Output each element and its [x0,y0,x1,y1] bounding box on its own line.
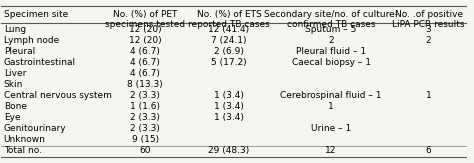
Text: Total no.: Total no. [4,146,42,155]
Text: 12 (20): 12 (20) [129,36,162,45]
Text: Unknown: Unknown [4,135,46,144]
Text: 8 (13.3): 8 (13.3) [128,80,163,89]
Text: 12 (20): 12 (20) [129,25,162,34]
Text: Eye: Eye [4,113,20,122]
Text: 2 (3.3): 2 (3.3) [130,124,160,133]
Text: Cerebrospinal fluid – 1: Cerebrospinal fluid – 1 [280,91,382,100]
Text: 60: 60 [139,146,151,155]
Text: No. .of positive
LiPA PCR results: No. .of positive LiPA PCR results [392,9,465,29]
Text: Central nervous system: Central nervous system [4,91,111,100]
Text: 1 (3.4): 1 (3.4) [214,102,244,111]
Text: Lymph node: Lymph node [4,36,59,45]
Text: Urine – 1: Urine – 1 [311,124,351,133]
Text: 1 (3.4): 1 (3.4) [214,91,244,100]
Text: 3: 3 [426,25,431,34]
Text: Secondary site/no. of culture-
confirmed TB cases: Secondary site/no. of culture- confirmed… [264,9,398,29]
Text: 2 (3.3): 2 (3.3) [130,91,160,100]
Text: Skin: Skin [4,80,23,89]
Text: Pleural: Pleural [4,47,35,56]
Text: Specimen site: Specimen site [4,9,68,19]
Text: 4 (6.7): 4 (6.7) [130,58,160,67]
Text: 12 (41.4): 12 (41.4) [209,25,249,34]
Text: 7 (24.1): 7 (24.1) [211,36,246,45]
Text: 1: 1 [328,102,334,111]
Text: 6: 6 [426,146,431,155]
Text: 9 (15): 9 (15) [132,135,159,144]
Text: 12: 12 [325,146,337,155]
Text: 1 (3.4): 1 (3.4) [214,113,244,122]
Text: 4 (6.7): 4 (6.7) [130,69,160,78]
Text: Lung: Lung [4,25,26,34]
Text: 4 (6.7): 4 (6.7) [130,47,160,56]
Text: 5 (17.2): 5 (17.2) [211,58,247,67]
Text: 2 (6.9): 2 (6.9) [214,47,244,56]
Text: No. (%) of PET
specimens tested: No. (%) of PET specimens tested [105,9,185,29]
Text: 2: 2 [426,36,431,45]
Text: 1: 1 [426,91,431,100]
Text: 1 (1.6): 1 (1.6) [130,102,160,111]
Text: 2: 2 [328,36,334,45]
Text: 2 (3.3): 2 (3.3) [130,113,160,122]
Text: No. (%) of ETS
reported TB cases: No. (%) of ETS reported TB cases [188,9,270,29]
Text: Bone: Bone [4,102,27,111]
Text: Pleural fluid – 1: Pleural fluid – 1 [296,47,366,56]
Text: Caecal biopsy – 1: Caecal biopsy – 1 [292,58,371,67]
Text: 29 (48.3): 29 (48.3) [208,146,249,155]
Text: Genitourinary: Genitourinary [4,124,66,133]
Text: Sputum – 5: Sputum – 5 [305,25,357,34]
Text: Liver: Liver [4,69,26,78]
Text: Gastrointestinal: Gastrointestinal [4,58,76,67]
